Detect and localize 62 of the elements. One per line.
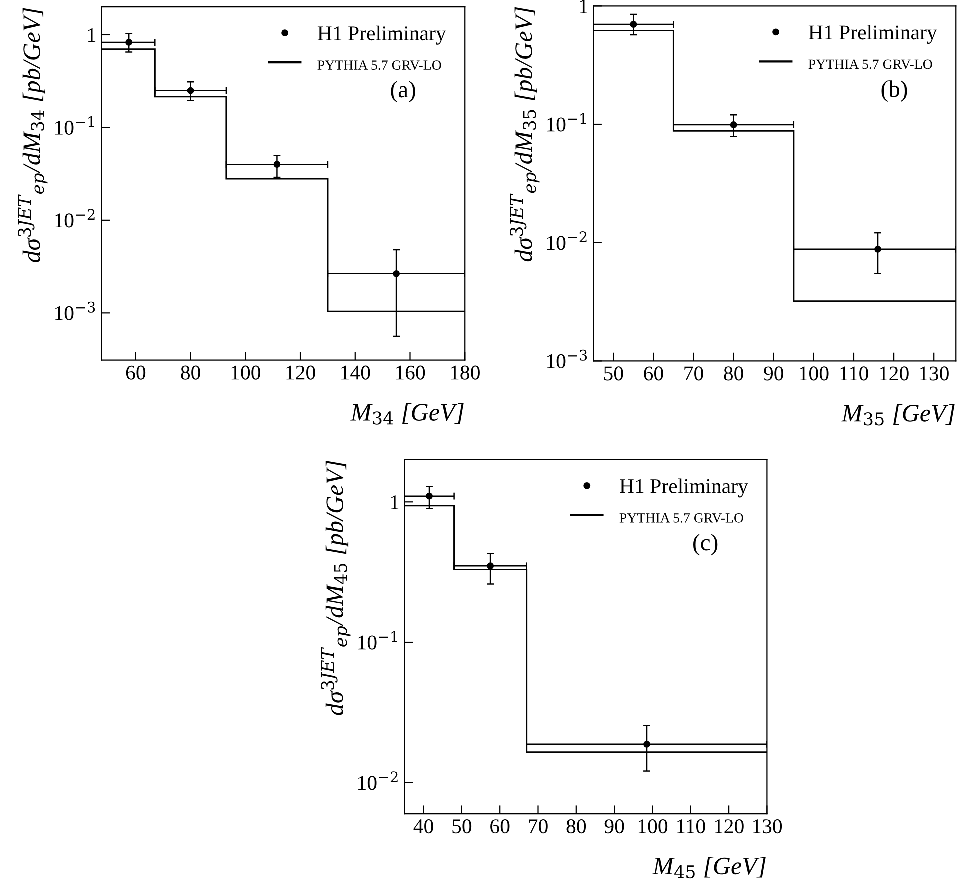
x-tick-label: 130 xyxy=(920,366,949,381)
x-tick-label: 120 xyxy=(880,366,909,381)
point xyxy=(630,21,638,28)
x-tick-label: 60 xyxy=(490,820,510,834)
annotation: (a) xyxy=(391,81,416,103)
annotation: (b) xyxy=(882,80,908,102)
point xyxy=(426,492,433,500)
y-axis-title: dσ$^{3JET}$$_{ep}$/dM$_{34}$ [pb/GeV] xyxy=(18,8,48,263)
point xyxy=(874,246,882,253)
x-tick-label: 80 xyxy=(566,820,586,834)
legend-label: PYTHIA 5.7 GRV-LO xyxy=(318,60,442,70)
x-tick-label: 100 xyxy=(638,820,668,834)
x-tick-label: 100 xyxy=(800,366,829,381)
point xyxy=(644,740,650,748)
y-tick-label: 1 xyxy=(88,28,96,42)
legend-label: PYTHIA 5.7 GRV-LO xyxy=(620,514,744,523)
x-tick-label: 80 xyxy=(724,366,744,381)
x-axis-title: M$_{35}$ [GeV] xyxy=(842,404,955,426)
x-tick-label: 40 xyxy=(414,820,434,834)
x-tick-label: 60 xyxy=(126,366,146,380)
annotation: (c) xyxy=(694,534,718,556)
legend-label: H1 Preliminary xyxy=(620,478,748,498)
point xyxy=(730,122,738,129)
x-tick-label: 70 xyxy=(684,366,704,381)
y-tick-label: 1 xyxy=(391,496,399,510)
y-tick-label: 10$^{−2}$ xyxy=(56,209,95,228)
x-tick-label: 120 xyxy=(286,366,316,380)
x-tick-label: 130 xyxy=(753,820,782,834)
legend-label: H1 Preliminary xyxy=(318,26,446,45)
y-tick-label: 10$^{−1}$ xyxy=(56,116,94,135)
point xyxy=(393,270,400,278)
x-tick-label: 90 xyxy=(764,366,784,381)
x-tick-label: 140 xyxy=(342,366,370,380)
x-axis-title: M$_{45}$ [GeV] xyxy=(652,857,766,879)
x-tick-label: 110 xyxy=(840,366,868,381)
x-tick-label: 180 xyxy=(451,366,480,380)
y-axis-title: dσ$^{3JET}$$_{ep}$/dM$_{45}$ [pb/GeV] xyxy=(321,461,351,716)
x-tick-label: 90 xyxy=(604,820,624,834)
y-tick-label: 10$^{−1}$ xyxy=(358,631,398,650)
point xyxy=(187,87,194,94)
y-tick-label: 10$^{−3}$ xyxy=(547,350,588,368)
x-tick-label: 80 xyxy=(181,366,200,380)
x-tick-label: 50 xyxy=(604,366,624,381)
x-tick-label: 50 xyxy=(452,820,472,834)
x-tick-label: 120 xyxy=(715,820,744,834)
x-tick-label: 70 xyxy=(529,820,548,834)
point xyxy=(487,562,494,570)
point xyxy=(126,38,133,46)
y-tick-label: 10$^{−2}$ xyxy=(547,232,587,250)
x-tick-label: 110 xyxy=(677,820,706,834)
y-tick-label: 10$^{−2}$ xyxy=(358,772,398,790)
x-tick-label: 100 xyxy=(232,366,260,380)
x-tick-label: 60 xyxy=(644,366,664,381)
x-tick-label: 160 xyxy=(396,366,426,380)
y-tick-label: 10$^{−3}$ xyxy=(56,302,96,320)
legend-label: PYTHIA 5.7 GRV-LO xyxy=(808,60,932,70)
point xyxy=(274,161,281,168)
y-tick-label: 1 xyxy=(580,0,588,14)
x-axis-title: M$_{34}$ [GeV] xyxy=(350,403,464,425)
y-tick-label: 10$^{−1}$ xyxy=(547,113,586,132)
y-axis-title: dσ$^{3JET}$$_{ep}$/dM$_{35}$ [pb/GeV] xyxy=(510,7,540,262)
legend-label: H1 Preliminary xyxy=(808,25,938,44)
